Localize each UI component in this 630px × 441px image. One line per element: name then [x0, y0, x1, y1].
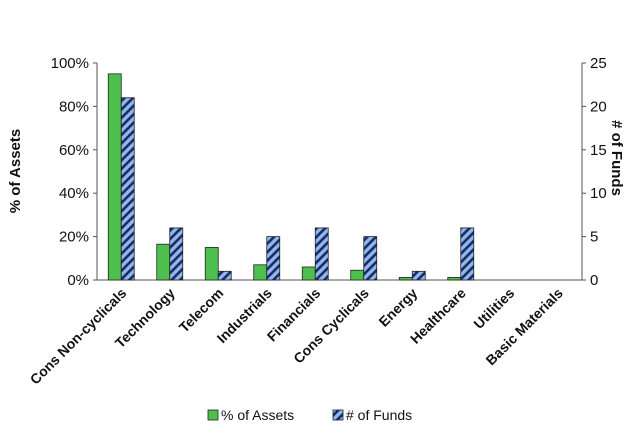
right-tick-label: 0	[590, 272, 598, 289]
bar-assets	[301, 266, 316, 281]
right-tick-label: 25	[590, 55, 607, 72]
bar-funds	[460, 227, 475, 281]
bar-funds	[363, 236, 378, 281]
category-labels: Cons Non-cyclicalsTechnologyTelecomIndus…	[27, 285, 566, 388]
legend-label-funds: # of Funds	[346, 407, 412, 423]
right-axis-title: # of Funds	[608, 120, 625, 196]
left-tick-label: 20%	[59, 229, 89, 246]
bars	[107, 73, 475, 281]
left-tick-label: 60%	[59, 142, 89, 159]
left-axis-title: % of Assets	[7, 129, 24, 213]
legend-label-assets: % of Assets	[221, 407, 294, 423]
right-tick-label: 10	[590, 185, 607, 202]
bar-funds	[314, 227, 329, 281]
legend: % of Assets # of Funds	[207, 407, 412, 423]
category-label: Telecom	[176, 285, 227, 336]
right-tick-label: 20	[590, 98, 607, 115]
bar-assets	[253, 264, 268, 281]
bar-assets	[447, 276, 462, 281]
category-label: Energy	[375, 285, 420, 330]
bar-assets	[204, 247, 219, 281]
left-tick-label: 40%	[59, 185, 89, 202]
bar-assets	[398, 276, 413, 281]
bar-funds	[411, 270, 426, 281]
bar-funds	[120, 97, 135, 281]
legend-swatch-assets	[207, 409, 219, 421]
tick-labels: 0% 20% 40% 60% 80% 100% 0 5 10 15 20 25	[51, 55, 607, 289]
category-label: Utilities	[470, 285, 517, 332]
bar-assets	[350, 269, 365, 281]
right-tick-label: 15	[590, 142, 607, 159]
right-tick-label: 5	[590, 229, 598, 246]
left-tick-label: 100%	[51, 55, 89, 72]
legend-swatch-funds	[332, 409, 344, 421]
left-tick-label: 0%	[67, 272, 89, 289]
left-tick-label: 80%	[59, 98, 89, 115]
bar-funds	[169, 227, 184, 281]
bar-assets	[107, 73, 122, 281]
bar-funds	[266, 236, 281, 281]
bar-assets	[156, 243, 171, 281]
bar-funds	[217, 270, 232, 281]
